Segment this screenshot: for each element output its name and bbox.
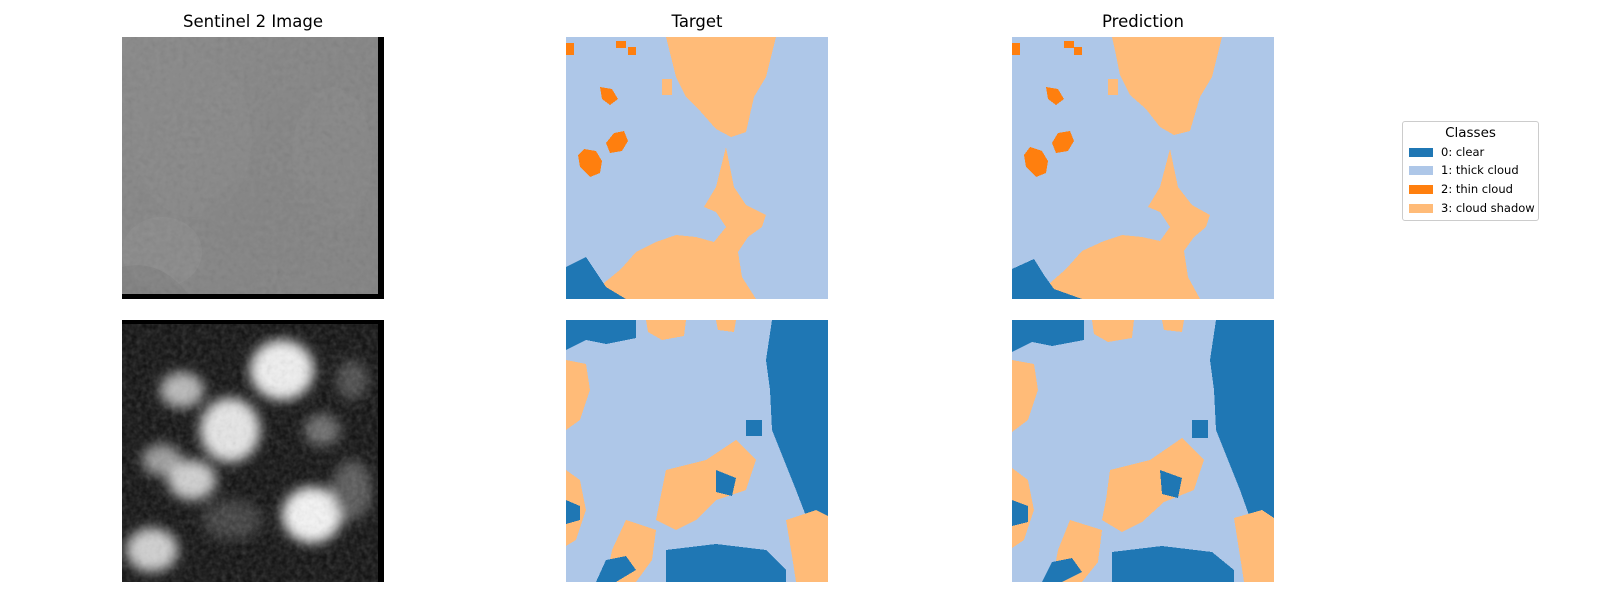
legend-label-cloud-shadow: 3: cloud shadow	[1441, 201, 1535, 215]
legend-label-clear: 0: clear	[1441, 145, 1485, 159]
legend-title: Classes	[1445, 125, 1496, 141]
legend-swatch-thin-cloud	[1409, 184, 1433, 194]
legend-swatch-clear	[1409, 147, 1433, 157]
sentinel-image-row1	[122, 37, 384, 299]
legend-label-thick-cloud: 1: thick cloud	[1441, 163, 1519, 177]
legend-item-clear: 0: clear	[1409, 143, 1484, 161]
legend-item-thick-cloud: 1: thick cloud	[1409, 161, 1519, 179]
legend-label-thin-cloud: 2: thin cloud	[1441, 182, 1513, 196]
legend-item-thin-cloud: 2: thin cloud	[1409, 180, 1513, 198]
title-sentinel-image: Sentinel 2 Image	[183, 12, 323, 31]
prediction-mask-row1	[1012, 37, 1274, 299]
title-target: Target	[671, 12, 723, 31]
legend-item-cloud-shadow: 3: cloud shadow	[1409, 199, 1535, 217]
legend: Classes 0: clear 1: thick cloud 2: thin …	[1402, 121, 1539, 221]
title-prediction: Prediction	[1102, 12, 1184, 31]
sentinel-image-row2	[122, 320, 384, 582]
target-mask-row1	[566, 37, 828, 299]
prediction-mask-row2	[1012, 320, 1274, 582]
legend-swatch-cloud-shadow	[1409, 203, 1433, 213]
legend-swatch-thick-cloud	[1409, 165, 1433, 175]
target-mask-row2	[566, 320, 828, 582]
